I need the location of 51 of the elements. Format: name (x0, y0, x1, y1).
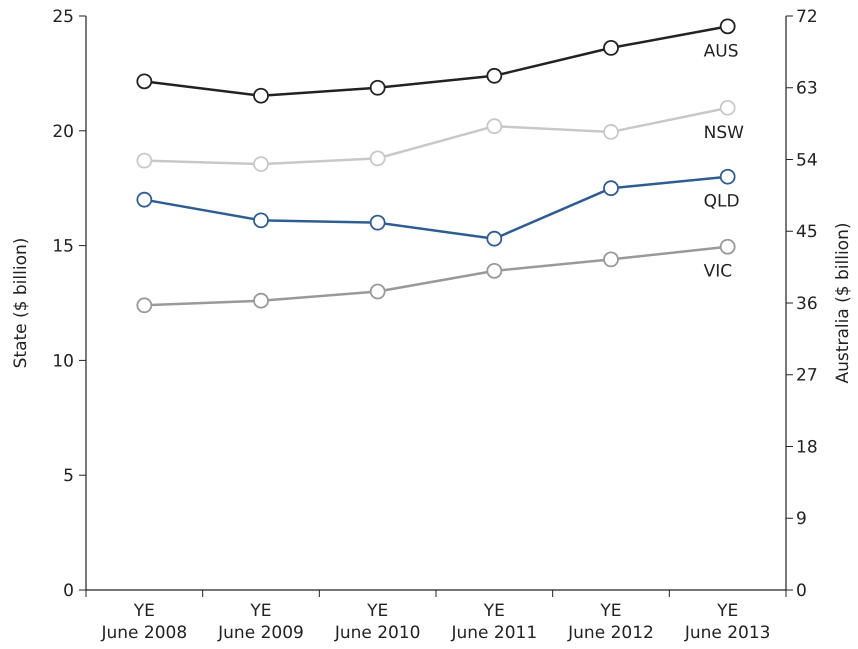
point (253, 156, 269, 172)
point (486, 262, 502, 279)
y2-tick-label: 54 (796, 150, 818, 170)
point (136, 73, 152, 90)
y-tick-label: 25 (52, 6, 74, 27)
point (253, 88, 269, 104)
y2-tick-label: 27 (796, 366, 818, 386)
point (603, 40, 619, 56)
x-tick-label: YE June 2008 (100, 601, 188, 644)
y-tick-label: 5 (63, 466, 74, 486)
point (370, 214, 386, 231)
x-tick-label: YE June 2010 (334, 601, 421, 644)
y2-tick-label: 36 (796, 294, 818, 314)
point (720, 168, 736, 185)
point (720, 18, 736, 34)
x-tick-label: YE June 2011 (450, 601, 538, 644)
series-label: QLD (704, 192, 740, 212)
y2-tick-label: 18 (796, 437, 818, 458)
series-label: AUS (704, 41, 739, 62)
point (486, 68, 502, 84)
point (720, 100, 736, 116)
point (603, 180, 619, 196)
point (370, 150, 386, 166)
y2-tick-label: 63 (796, 78, 818, 99)
x-tick-label: YE June 2012 (567, 601, 654, 644)
point (370, 80, 386, 96)
point (253, 292, 269, 309)
point (603, 124, 619, 140)
point (720, 238, 736, 255)
point (603, 251, 619, 268)
point (370, 284, 386, 300)
point (253, 212, 269, 228)
series-label: VIC (704, 262, 732, 282)
y-tick-label: 15 (52, 236, 74, 257)
y2-tick-label: 9 (796, 509, 807, 530)
y2-axis-title: Australia ($ billion) (833, 222, 853, 384)
x-tick-label: YE June 2013 (684, 601, 771, 644)
y-axis-title: State ($ billion) (11, 238, 31, 368)
point (136, 297, 152, 314)
y-tick-label: 10 (52, 351, 74, 372)
y2-tick-label: 0 (796, 580, 807, 601)
y-tick-label: 20 (52, 122, 74, 142)
series-label: NSW (704, 122, 744, 143)
y2-tick-label: 72 (796, 6, 818, 27)
point (486, 230, 502, 247)
y2-tick-label: 45 (796, 222, 818, 242)
point (136, 152, 152, 169)
y-tick-label: 0 (63, 580, 74, 601)
point (486, 118, 502, 134)
point (136, 192, 152, 208)
x-tick-label: YE June 2009 (217, 601, 304, 644)
